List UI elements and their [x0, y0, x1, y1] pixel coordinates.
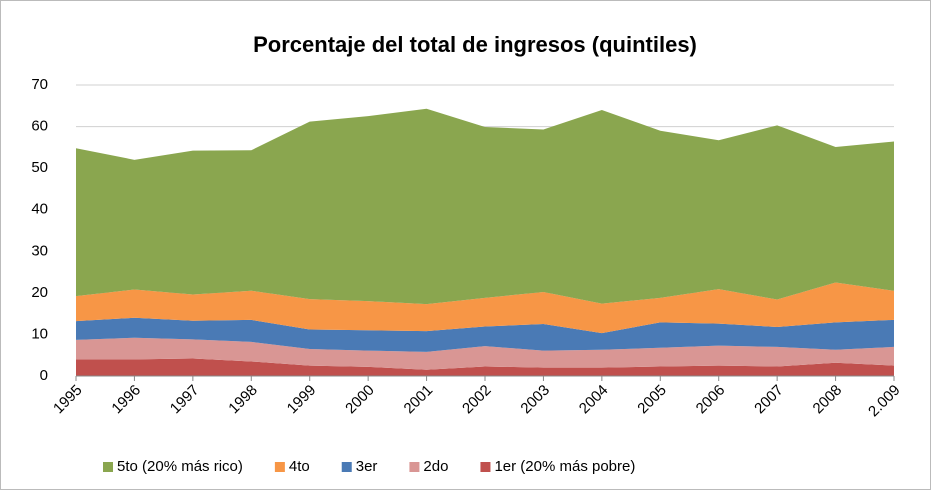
- legend-label: 4to: [289, 458, 310, 475]
- y-tick-label: 50: [31, 159, 48, 176]
- legend-marker: [409, 462, 420, 472]
- area: [76, 337, 894, 370]
- area: [76, 317, 894, 352]
- legend-label: 1er (20% más pobre): [494, 458, 635, 475]
- y-tick-label: 40: [31, 201, 48, 218]
- chart-title: Porcentaje del total de ingresos (quinti…: [253, 32, 697, 57]
- legend-label: 5to (20% más rico): [117, 458, 243, 475]
- legend-marker: [103, 462, 113, 472]
- legend-label: 2do: [423, 458, 448, 475]
- y-tick-label: 30: [31, 242, 48, 259]
- legend-marker: [480, 462, 491, 472]
- y-tick-label: 10: [31, 325, 48, 342]
- area: [76, 358, 894, 376]
- y-tick-label: 60: [31, 118, 48, 135]
- legend: 5to (20% más rico) 4to 3er 2do 1er (20% más …: [103, 458, 635, 475]
- y-tick-label: 20: [31, 284, 48, 301]
- area: [76, 108, 894, 305]
- legend-label: 3er: [356, 458, 378, 475]
- areas: [76, 108, 894, 376]
- area: [76, 282, 894, 334]
- legend-marker: [274, 462, 285, 472]
- y-tick-label: 0: [40, 367, 48, 384]
- legend-marker: [341, 462, 352, 472]
- y-tick-label: 70: [31, 76, 48, 93]
